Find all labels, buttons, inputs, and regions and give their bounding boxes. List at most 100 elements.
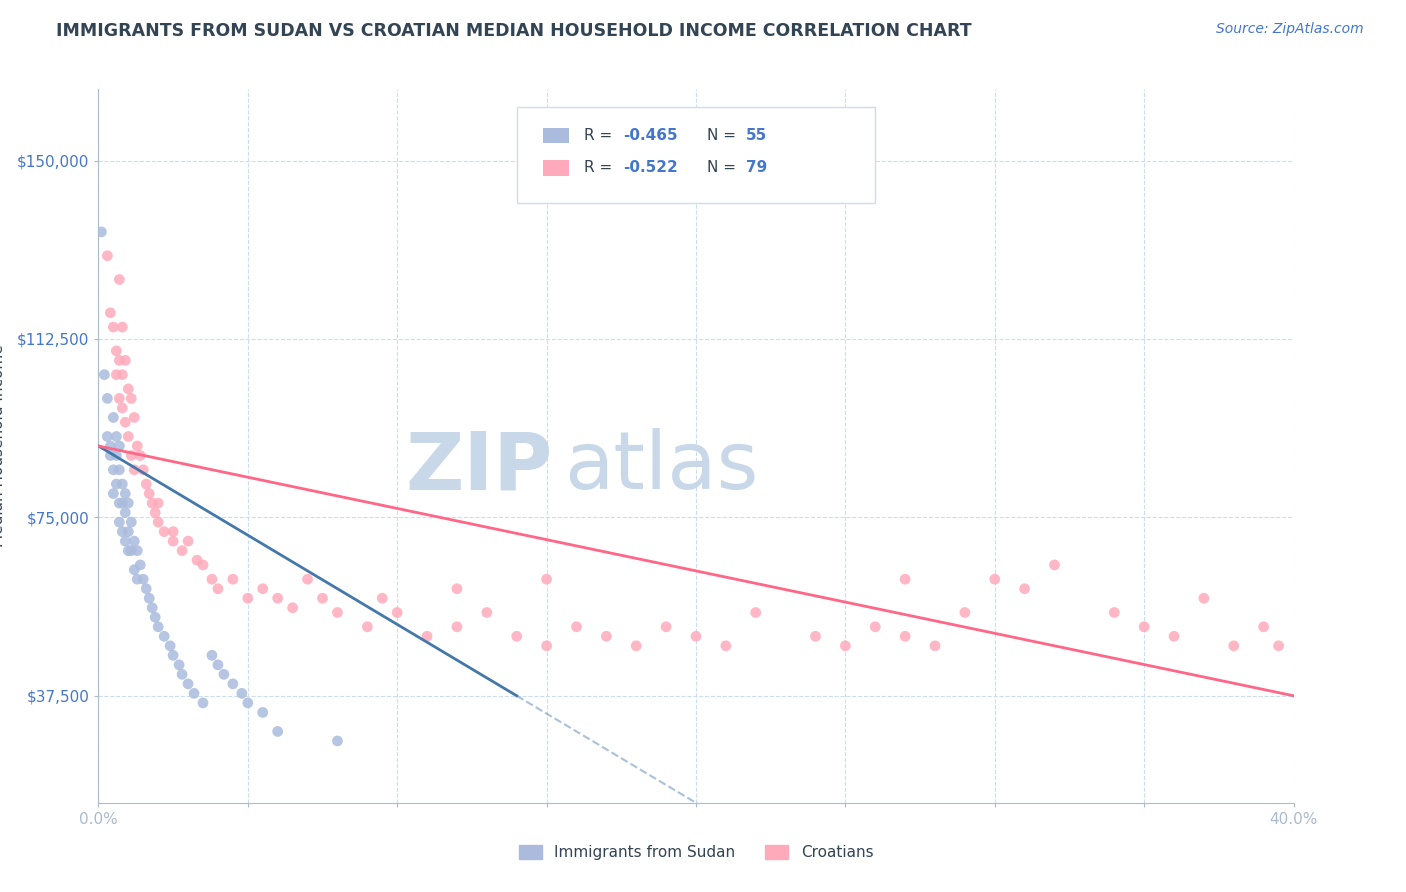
Point (124, 410, 146, 425)
Point (212, 667, 235, 681)
Point (148, 496, 170, 510)
Point (114, 486, 136, 500)
Point (114, 506, 136, 520)
Text: Source: ZipAtlas.com: Source: ZipAtlas.com (1216, 22, 1364, 37)
Y-axis label: Median Household Income: Median Household Income (0, 344, 6, 548)
Point (117, 429, 139, 443)
Point (894, 572, 917, 586)
Point (129, 449, 152, 463)
Point (124, 563, 146, 577)
Point (177, 677, 200, 691)
Point (252, 706, 274, 720)
Point (371, 591, 394, 606)
Point (186, 553, 208, 567)
Point (446, 620, 468, 634)
Point (804, 629, 827, 643)
Point (446, 582, 468, 596)
Point (222, 677, 245, 691)
Point (127, 572, 149, 586)
Text: 79: 79 (747, 161, 768, 175)
Point (111, 477, 134, 491)
Point (281, 600, 304, 615)
Point (132, 463, 155, 477)
Point (162, 648, 184, 663)
Point (120, 449, 142, 463)
Point (714, 639, 737, 653)
Point (385, 606, 409, 620)
Point (129, 558, 152, 572)
Text: N =: N = (707, 128, 741, 143)
Point (93, 368, 115, 382)
Point (98, 306, 122, 320)
Point (1163, 629, 1185, 643)
Point (191, 558, 214, 572)
FancyBboxPatch shape (543, 128, 569, 144)
Point (159, 639, 181, 653)
Point (105, 449, 128, 463)
Point (183, 686, 205, 700)
Point (201, 648, 224, 663)
Text: IMMIGRANTS FROM SUDAN VS CROATIAN MEDIAN HOUSEHOLD INCOME CORRELATION CHART: IMMIGRANTS FROM SUDAN VS CROATIAN MEDIAN… (56, 22, 972, 40)
Point (105, 477, 128, 491)
Point (105, 368, 128, 382)
Point (141, 600, 163, 615)
Point (506, 629, 529, 643)
Point (267, 591, 290, 606)
Point (108, 353, 131, 368)
Point (626, 639, 648, 653)
Point (117, 543, 139, 558)
Point (132, 572, 155, 586)
Point (326, 606, 349, 620)
Point (108, 496, 131, 510)
Text: -0.522: -0.522 (623, 161, 678, 175)
Point (201, 572, 224, 586)
Legend: Immigrants from Sudan, Croatians: Immigrants from Sudan, Croatians (513, 839, 879, 866)
Point (252, 582, 274, 596)
Text: ZIP: ZIP (405, 428, 553, 507)
Point (117, 524, 139, 539)
Point (153, 629, 176, 643)
Point (135, 582, 157, 596)
Point (953, 606, 976, 620)
Point (1267, 639, 1289, 653)
Text: atlas: atlas (565, 428, 759, 507)
Point (103, 463, 125, 477)
Point (135, 477, 157, 491)
Point (108, 463, 131, 477)
Point (111, 320, 134, 334)
Point (108, 392, 131, 406)
Point (685, 629, 707, 643)
Point (114, 415, 136, 429)
Point (416, 629, 439, 643)
Point (475, 606, 498, 620)
Point (108, 439, 131, 453)
Point (120, 392, 142, 406)
Point (141, 496, 163, 510)
Point (111, 401, 134, 415)
Point (326, 734, 349, 748)
Point (655, 620, 678, 634)
Point (103, 486, 125, 500)
Point (236, 591, 259, 606)
Point (114, 534, 136, 549)
FancyBboxPatch shape (517, 107, 876, 203)
Point (1133, 620, 1156, 634)
Point (127, 439, 149, 453)
Point (267, 724, 290, 739)
Point (98, 449, 122, 463)
Point (162, 534, 184, 549)
Point (124, 534, 146, 549)
Point (127, 543, 149, 558)
Point (834, 639, 856, 653)
Point (1014, 582, 1036, 596)
Point (207, 582, 229, 596)
Text: 55: 55 (747, 128, 768, 143)
Point (96, 392, 118, 406)
Point (96, 429, 118, 443)
Point (105, 429, 128, 443)
Point (124, 463, 146, 477)
Point (924, 639, 946, 653)
Point (865, 620, 887, 634)
Point (143, 506, 166, 520)
Point (114, 353, 136, 368)
